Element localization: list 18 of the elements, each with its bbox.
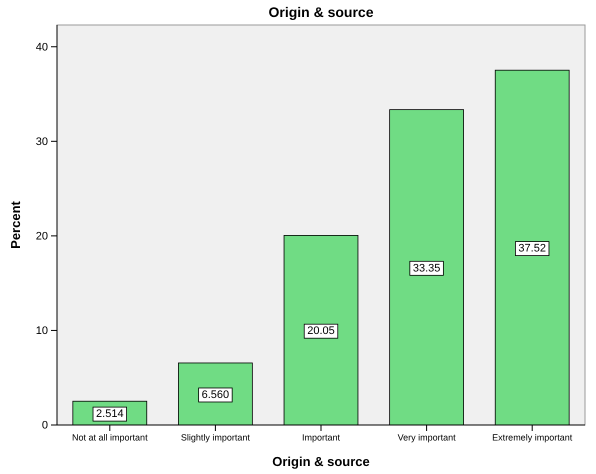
y-tick-label: 30 [36, 136, 48, 148]
y-tick-label: 0 [42, 420, 48, 432]
chart-title: Origin & source [268, 4, 374, 20]
y-tick-label: 20 [36, 230, 48, 242]
x-tick-label: Extremely important [492, 432, 573, 442]
data-label: 33.35 [412, 262, 440, 274]
y-tick-label: 10 [36, 324, 48, 337]
x-axis-title: Origin & source [272, 454, 370, 469]
y-tick-label: 40 [36, 41, 48, 54]
data-label: 37.52 [518, 242, 546, 255]
x-tick-label: Very important [398, 432, 456, 442]
x-tick-label: Slightly important [180, 432, 250, 442]
data-label: 6.560 [202, 388, 230, 401]
x-tick-label: Important [302, 432, 340, 442]
x-tick-label: Not at all important [72, 432, 148, 442]
data-label: 2.514 [96, 408, 124, 420]
data-label: 20.05 [307, 325, 335, 338]
y-axis-title: Percent [8, 200, 23, 249]
